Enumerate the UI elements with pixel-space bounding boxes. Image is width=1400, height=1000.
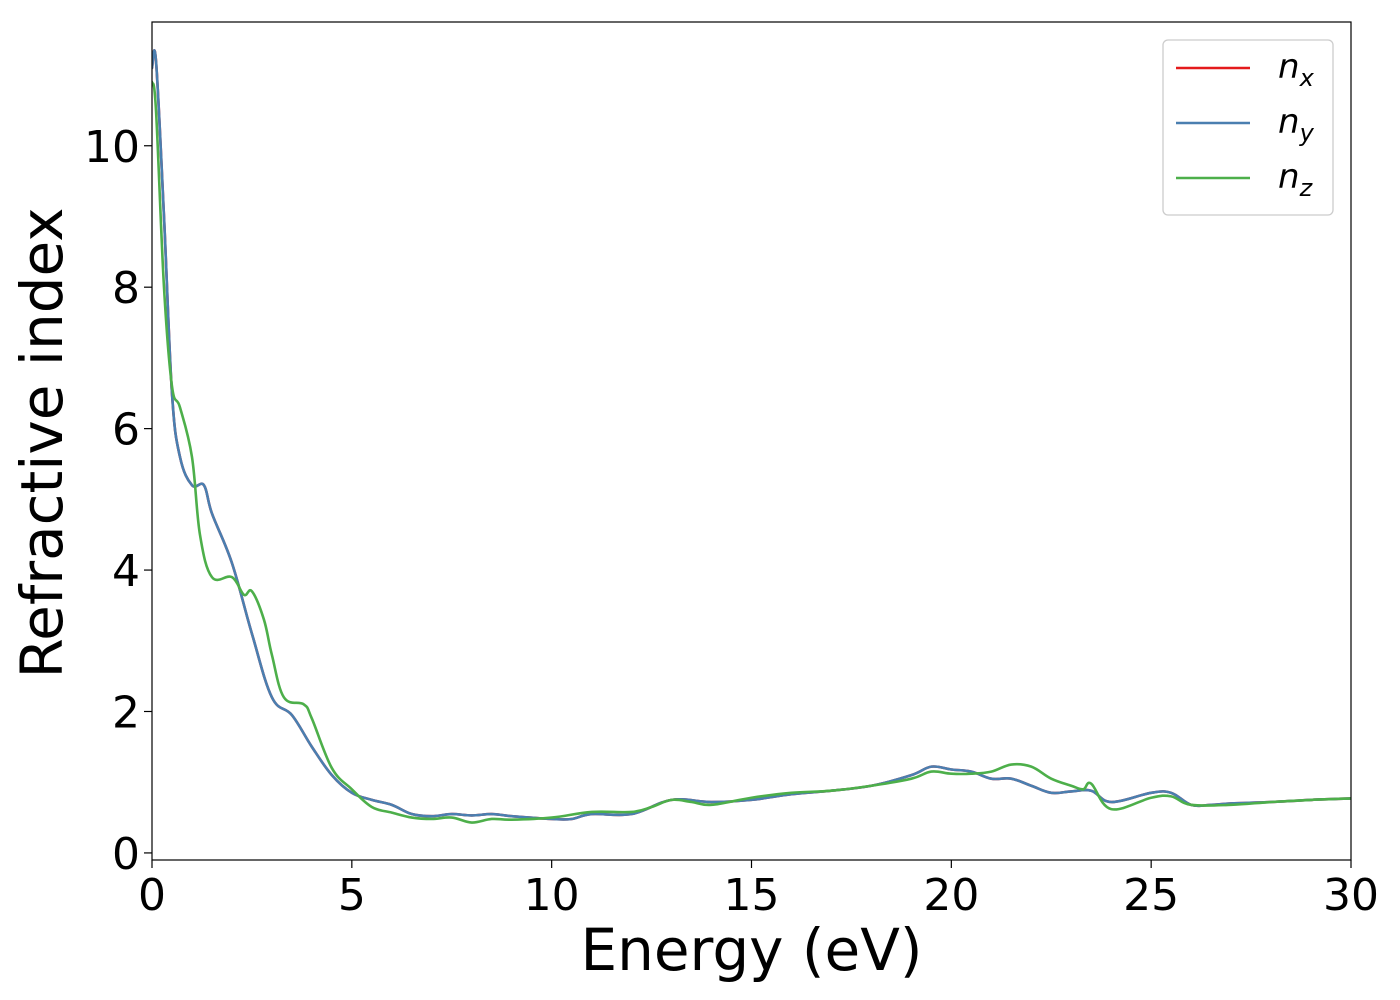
series-layer bbox=[152, 49, 1351, 824]
x-tick-label: 30 bbox=[1323, 870, 1379, 921]
y-axis-title: Refractive index bbox=[8, 207, 76, 678]
legend-label-n-x: nx bbox=[1278, 47, 1315, 92]
y-tick-label: 10 bbox=[84, 122, 140, 173]
legend-box bbox=[1162, 39, 1334, 216]
y-tick-label: 2 bbox=[112, 687, 140, 738]
x-tick-label: 15 bbox=[724, 870, 780, 921]
x-tick-label: 25 bbox=[1123, 870, 1179, 921]
y-tick-label: 4 bbox=[112, 546, 140, 597]
legend-label-n-y: ny bbox=[1278, 102, 1315, 147]
x-axis-title: Energy (eV) bbox=[580, 916, 922, 984]
x-tick-label: 5 bbox=[338, 870, 366, 921]
x-tick-label: 0 bbox=[138, 870, 166, 921]
series-line-n-y bbox=[152, 49, 1351, 821]
y-tick-label: 0 bbox=[112, 829, 140, 880]
series-line-n-z bbox=[152, 80, 1351, 824]
x-tick-label: 10 bbox=[524, 870, 580, 921]
y-axis: 0 2 4 6 8 10 bbox=[84, 122, 152, 880]
x-tick-label: 20 bbox=[923, 870, 979, 921]
plot-area bbox=[151, 21, 1352, 861]
legend-label-n-z: nz bbox=[1278, 157, 1314, 202]
legend: nx ny nz bbox=[1162, 39, 1334, 216]
y-tick-label: 6 bbox=[112, 405, 140, 456]
y-tick-label: 8 bbox=[112, 263, 140, 314]
x-axis: 0 5 10 15 20 25 30 bbox=[138, 860, 1379, 921]
